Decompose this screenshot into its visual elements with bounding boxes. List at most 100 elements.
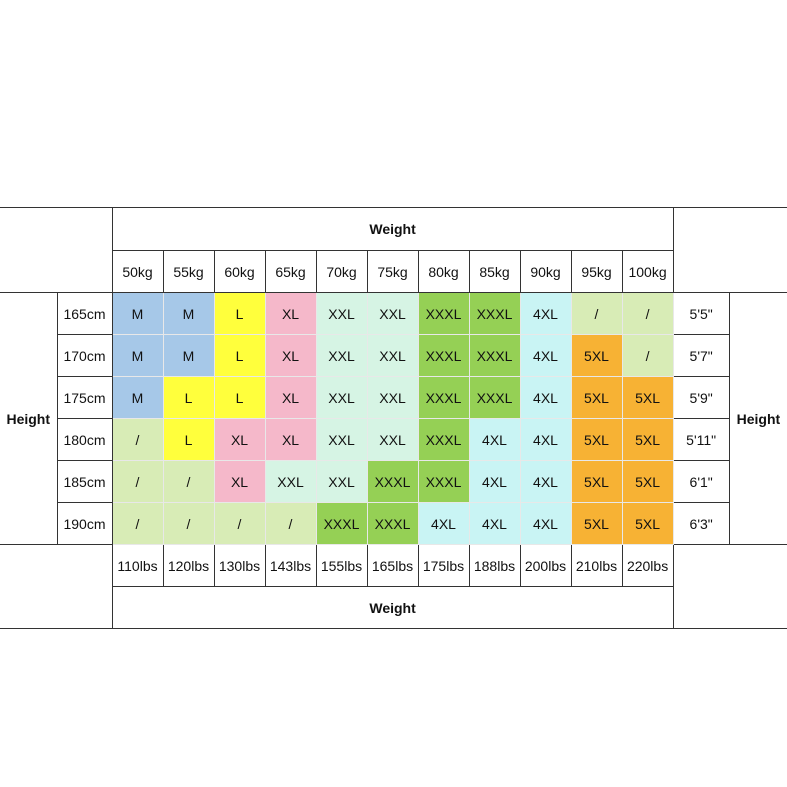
blank-cell	[0, 544, 113, 629]
size-cell: L	[162, 418, 215, 461]
size-cell: XXXL	[417, 460, 470, 503]
size-cell: XXL	[366, 292, 419, 335]
table-row: 185cm / / XL XXL XXL XXXL XXXL 4XL 4XL 5XL 5XL 6'1"	[0, 460, 787, 503]
height-label: Height	[0, 292, 58, 545]
lbs-footer: 143lbs	[264, 544, 317, 587]
lbs-footer: 120lbs	[162, 544, 215, 587]
size-cell: /	[213, 502, 266, 545]
cm-label: 190cm	[56, 502, 113, 545]
size-cell: M	[111, 292, 164, 335]
kg-header: 95kg	[570, 250, 623, 293]
cm-label: 180cm	[56, 418, 113, 461]
size-cell: /	[570, 292, 623, 335]
size-table: Weight 50kg 55kg 60kg 65kg 70kg 75kg 80kg 85kg 90…	[0, 207, 787, 629]
inch-label: 5'7"	[672, 334, 730, 377]
size-cell: 5XL	[621, 376, 674, 419]
size-cell: XXL	[315, 292, 368, 335]
size-cell: 4XL	[519, 292, 572, 335]
inch-label: 6'1"	[672, 460, 730, 503]
size-cell: 5XL	[570, 376, 623, 419]
lbs-footer: 175lbs	[417, 544, 470, 587]
table-row: 180cm / L XL XL XXL XXL XXXL 4XL 4XL 5XL 5XL 5'11"	[0, 418, 787, 461]
lbs-footer: 210lbs	[570, 544, 623, 587]
kg-header: 100kg	[621, 250, 674, 293]
size-cell: XXL	[366, 418, 419, 461]
blank-cell	[672, 207, 787, 293]
size-cell: /	[162, 502, 215, 545]
size-cell: M	[111, 334, 164, 377]
size-cell: /	[111, 418, 164, 461]
weight-title: Weight	[111, 207, 674, 251]
inch-label: 5'11"	[672, 418, 730, 461]
size-cell: XL	[213, 460, 266, 503]
size-cell: XXXL	[417, 376, 470, 419]
lbs-footer: 165lbs	[366, 544, 419, 587]
size-cell: 4XL	[468, 502, 521, 545]
size-cell: L	[213, 376, 266, 419]
size-cell: XXL	[264, 460, 317, 503]
size-cell: /	[264, 502, 317, 545]
size-cell: XXXL	[417, 334, 470, 377]
size-cell: XXXL	[468, 292, 521, 335]
kg-header: 85kg	[468, 250, 521, 293]
size-cell: 5XL	[621, 460, 674, 503]
cm-label: 165cm	[56, 292, 113, 335]
size-cell: 5XL	[621, 502, 674, 545]
lbs-footer: 110lbs	[111, 544, 164, 587]
table-row: Height 165cm M M L XL XXL XXL XXXL XXXL 4XL //5'5" H…	[0, 292, 787, 545]
inch-label: 5'5"	[672, 292, 730, 335]
size-cell: XXL	[315, 418, 368, 461]
size-cell: 5XL	[570, 502, 623, 545]
blank-cell	[672, 544, 787, 629]
height-label: Height	[728, 292, 787, 545]
lbs-footer: 130lbs	[213, 544, 266, 587]
size-cell: 4XL	[519, 418, 572, 461]
size-cell: XXL	[315, 376, 368, 419]
table-row: 170cm M M L XL XXL XXL XXXL XXXL 4XL 5XL/5'7"	[0, 334, 787, 377]
lbs-footer: 220lbs	[621, 544, 674, 587]
cm-label: 170cm	[56, 334, 113, 377]
cm-label: 175cm	[56, 376, 113, 419]
size-cell: XXL	[315, 334, 368, 377]
size-cell: XXXL	[366, 502, 419, 545]
size-cell: 5XL	[570, 460, 623, 503]
lbs-footer: 200lbs	[519, 544, 572, 587]
size-cell: XXXL	[315, 502, 368, 545]
size-cell: XL	[213, 418, 266, 461]
size-cell: M	[162, 334, 215, 377]
table-row: Weight	[0, 586, 787, 629]
kg-header: 90kg	[519, 250, 572, 293]
lbs-footer: 188lbs	[468, 544, 521, 587]
size-cell: /	[621, 334, 674, 377]
size-cell: 4XL	[468, 460, 521, 503]
size-cell: /	[162, 460, 215, 503]
size-cell: XXL	[366, 334, 419, 377]
kg-header: 50kg	[111, 250, 164, 293]
table-row: Weight	[0, 207, 787, 293]
size-cell: L	[213, 334, 266, 377]
size-cell: XXXL	[468, 334, 521, 377]
size-cell: 4XL	[519, 502, 572, 545]
size-cell: XXXL	[468, 376, 521, 419]
size-cell: XL	[264, 376, 317, 419]
size-cell: 4XL	[519, 376, 572, 419]
size-cell: L	[213, 292, 266, 335]
kg-header: 75kg	[366, 250, 419, 293]
inch-label: 6'3"	[672, 502, 730, 545]
size-cell: XXXL	[417, 292, 470, 335]
inch-label: 5'9"	[672, 376, 730, 419]
lbs-footer: 155lbs	[315, 544, 368, 587]
size-cell: XL	[264, 292, 317, 335]
size-cell: /	[111, 502, 164, 545]
size-cell: 4XL	[468, 418, 521, 461]
weight-title: Weight	[111, 586, 674, 629]
size-cell: 5XL	[570, 334, 623, 377]
size-cell: XL	[264, 418, 317, 461]
size-cell: /	[111, 460, 164, 503]
size-chart: Weight 50kg 55kg 60kg 65kg 70kg 75kg 80kg 85kg 90…	[0, 207, 787, 629]
size-cell: 5XL	[621, 418, 674, 461]
size-cell: L	[162, 376, 215, 419]
cm-label: 185cm	[56, 460, 113, 503]
size-cell: XXXL	[417, 418, 470, 461]
size-cell: XXXL	[366, 460, 419, 503]
